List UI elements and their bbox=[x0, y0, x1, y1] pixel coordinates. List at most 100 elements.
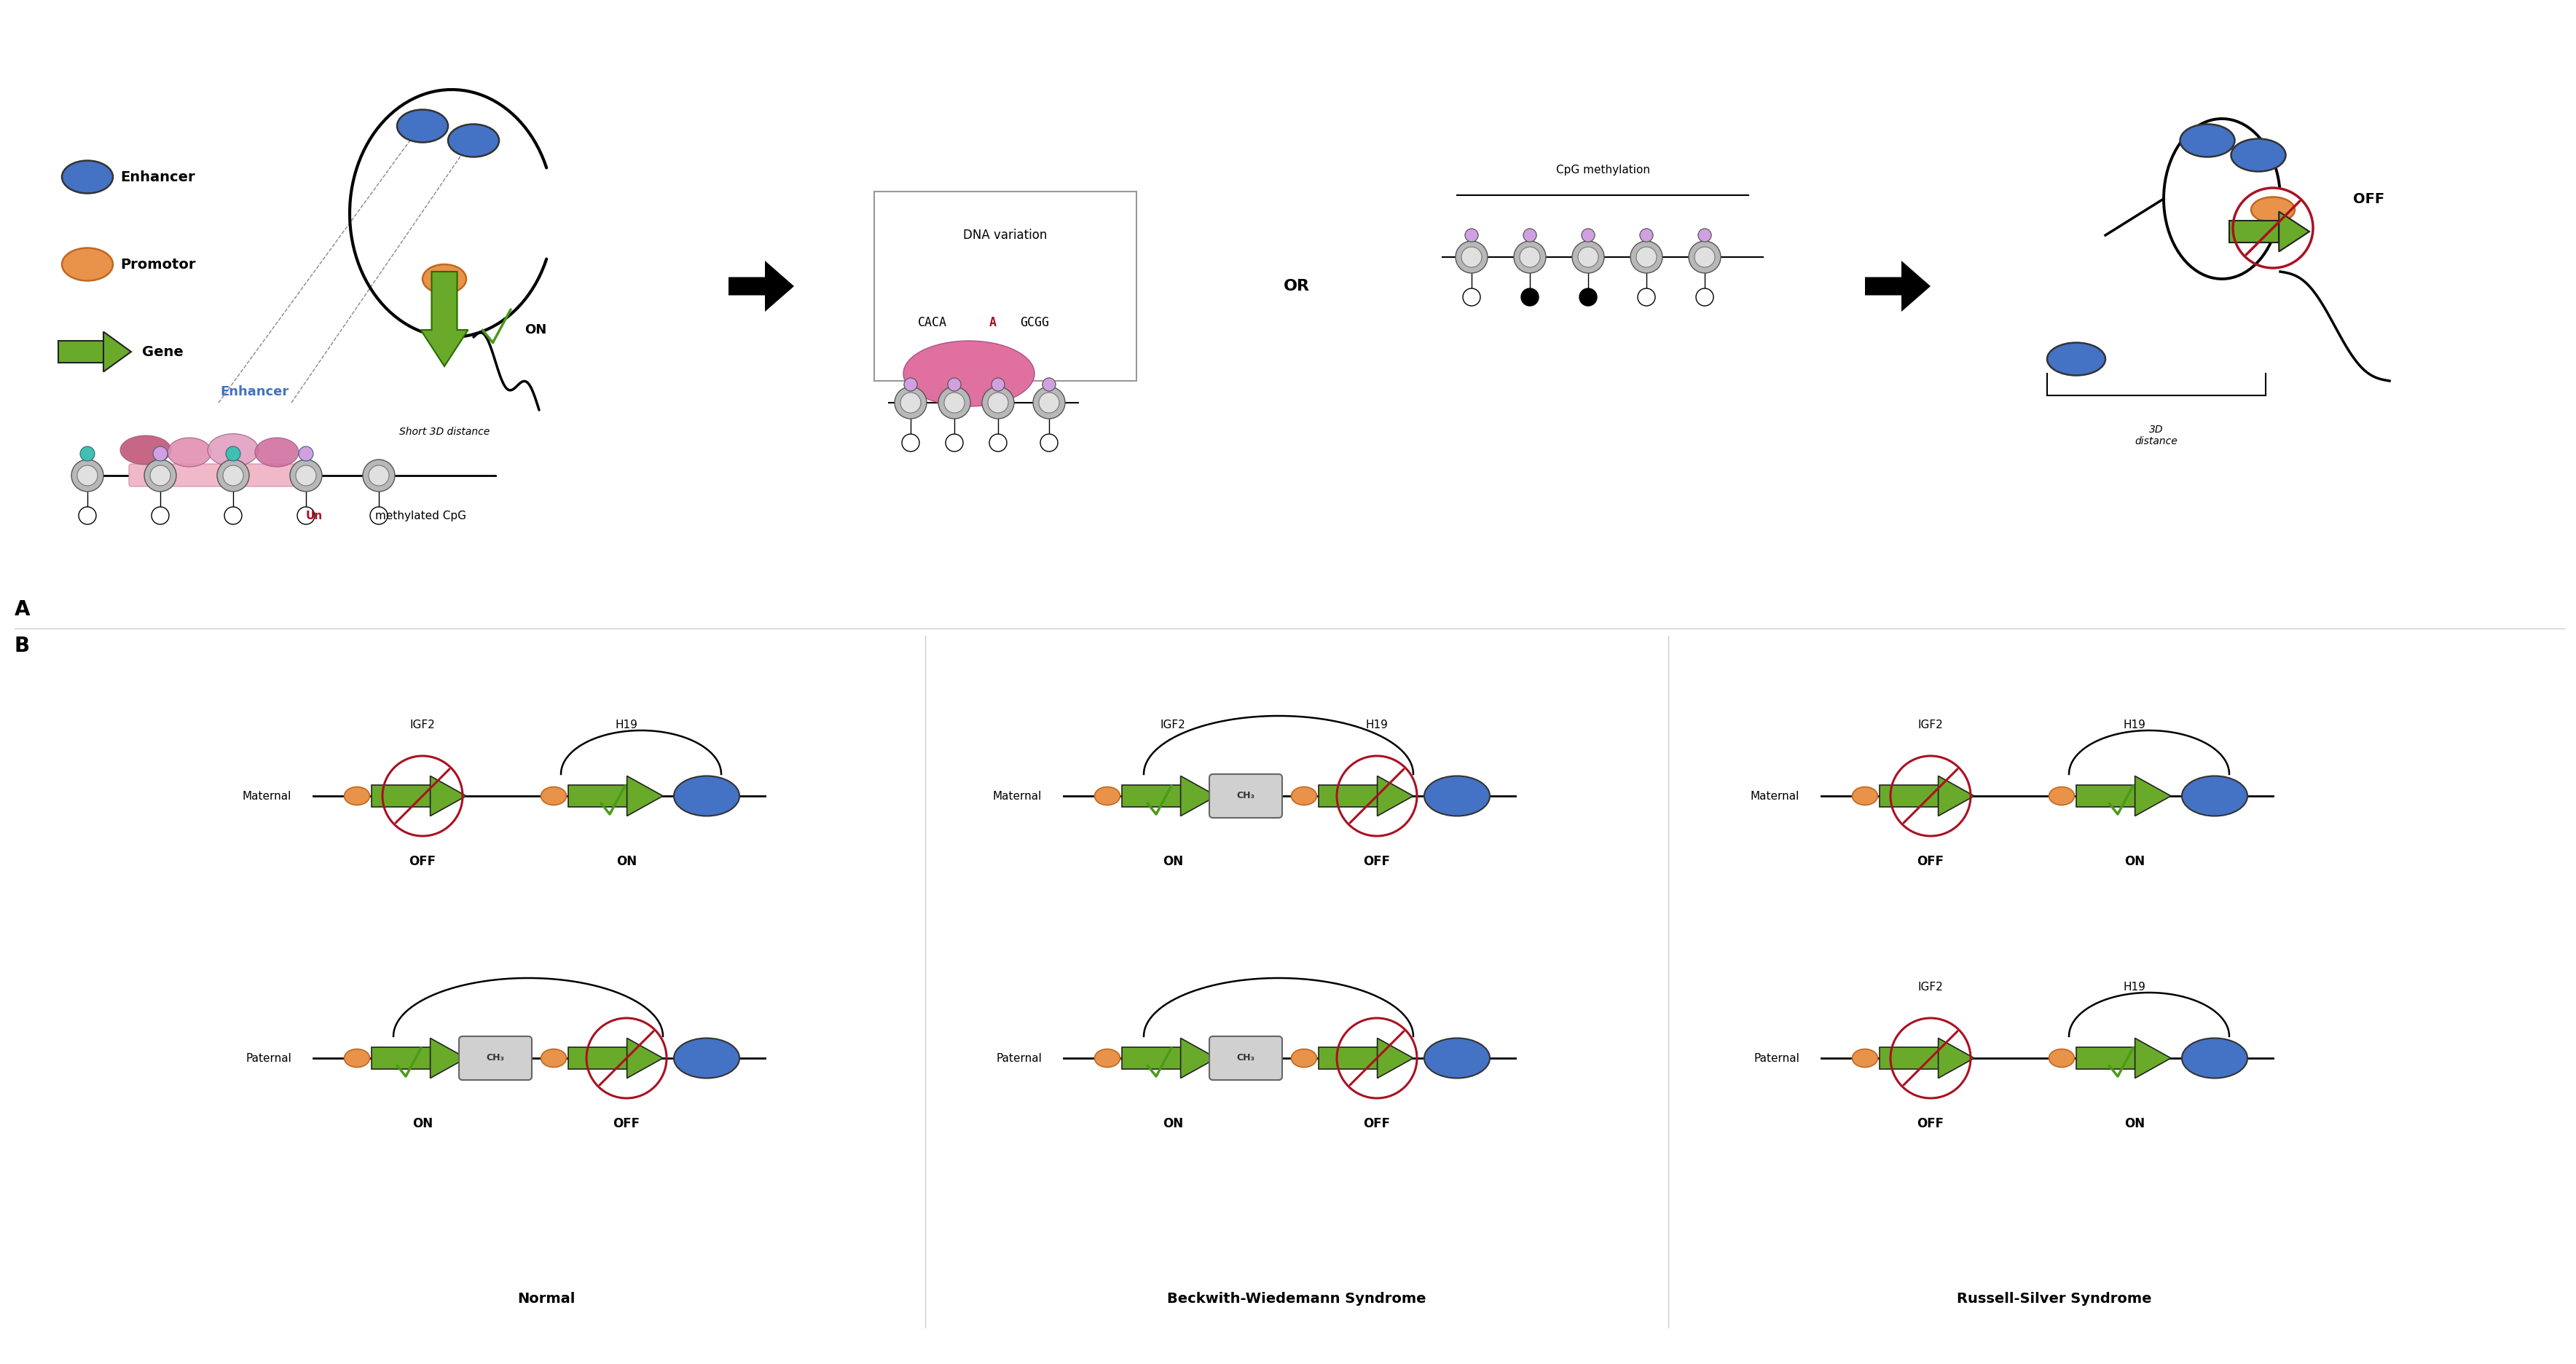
Circle shape bbox=[981, 387, 1015, 419]
Bar bbox=[2228, 221, 2277, 243]
Bar bbox=[2076, 1048, 2136, 1069]
Ellipse shape bbox=[541, 787, 567, 805]
Circle shape bbox=[80, 446, 95, 461]
Bar bbox=[569, 784, 626, 807]
Bar bbox=[1121, 1048, 1180, 1069]
Polygon shape bbox=[1937, 1038, 1973, 1078]
Circle shape bbox=[152, 507, 170, 524]
Ellipse shape bbox=[1852, 1049, 1878, 1067]
Circle shape bbox=[987, 393, 1007, 413]
Circle shape bbox=[948, 378, 961, 391]
Circle shape bbox=[1579, 288, 1597, 306]
Circle shape bbox=[1695, 288, 1713, 306]
Circle shape bbox=[1520, 247, 1540, 267]
Circle shape bbox=[72, 460, 103, 491]
Text: IGF2: IGF2 bbox=[1917, 719, 1942, 731]
Bar bbox=[1878, 1048, 1937, 1069]
Bar bbox=[1319, 784, 1378, 807]
FancyArrow shape bbox=[1865, 261, 1929, 312]
Circle shape bbox=[149, 465, 170, 486]
Circle shape bbox=[1038, 393, 1059, 413]
Circle shape bbox=[1463, 288, 1479, 306]
Circle shape bbox=[1520, 288, 1538, 306]
Text: Maternal: Maternal bbox=[242, 791, 291, 802]
Circle shape bbox=[80, 507, 95, 524]
Ellipse shape bbox=[1425, 1038, 1489, 1078]
Ellipse shape bbox=[397, 109, 448, 142]
Text: Paternal: Paternal bbox=[1754, 1053, 1798, 1064]
Ellipse shape bbox=[2231, 139, 2285, 172]
Circle shape bbox=[899, 393, 920, 413]
Circle shape bbox=[1522, 229, 1535, 241]
Ellipse shape bbox=[1095, 1049, 1121, 1067]
Text: OFF: OFF bbox=[1917, 1117, 1942, 1131]
Text: ON: ON bbox=[1162, 855, 1182, 868]
Circle shape bbox=[1638, 288, 1654, 306]
Circle shape bbox=[216, 460, 250, 491]
Text: Russell-Silver Syndrome: Russell-Silver Syndrome bbox=[1955, 1292, 2151, 1305]
Circle shape bbox=[894, 387, 927, 419]
Polygon shape bbox=[1180, 1038, 1216, 1078]
Ellipse shape bbox=[1291, 787, 1316, 805]
Circle shape bbox=[144, 460, 175, 491]
Circle shape bbox=[1033, 387, 1064, 419]
Circle shape bbox=[1577, 247, 1597, 267]
Polygon shape bbox=[2277, 211, 2308, 251]
Circle shape bbox=[1687, 241, 1721, 273]
Ellipse shape bbox=[675, 1038, 739, 1078]
Polygon shape bbox=[2136, 776, 2172, 816]
Circle shape bbox=[371, 507, 386, 524]
Text: IGF2: IGF2 bbox=[1159, 719, 1185, 731]
Circle shape bbox=[363, 460, 394, 491]
Circle shape bbox=[1695, 247, 1716, 267]
FancyArrow shape bbox=[729, 261, 793, 312]
Text: ON: ON bbox=[526, 323, 546, 337]
Circle shape bbox=[1698, 229, 1710, 241]
Text: OFF: OFF bbox=[410, 855, 435, 868]
Circle shape bbox=[224, 465, 242, 486]
Circle shape bbox=[227, 446, 240, 461]
Text: OR: OR bbox=[1283, 278, 1309, 293]
Text: Maternal: Maternal bbox=[1749, 791, 1798, 802]
Circle shape bbox=[296, 507, 314, 524]
Text: OFF: OFF bbox=[2352, 192, 2383, 206]
Text: Enhancer: Enhancer bbox=[222, 385, 289, 398]
Ellipse shape bbox=[1095, 787, 1121, 805]
Circle shape bbox=[1582, 229, 1595, 241]
Ellipse shape bbox=[2182, 1038, 2246, 1078]
Polygon shape bbox=[1378, 776, 1412, 816]
Text: A: A bbox=[989, 316, 997, 329]
Circle shape bbox=[989, 434, 1007, 451]
Text: Paternal: Paternal bbox=[997, 1053, 1041, 1064]
FancyArrow shape bbox=[420, 271, 469, 367]
Circle shape bbox=[1638, 229, 1654, 241]
Circle shape bbox=[1041, 434, 1059, 451]
Polygon shape bbox=[103, 331, 131, 372]
Ellipse shape bbox=[1425, 776, 1489, 816]
Bar bbox=[1319, 1048, 1378, 1069]
Circle shape bbox=[296, 465, 317, 486]
Circle shape bbox=[943, 393, 963, 413]
Circle shape bbox=[938, 387, 971, 419]
Polygon shape bbox=[1378, 1038, 1412, 1078]
Text: Normal: Normal bbox=[518, 1292, 574, 1305]
Text: H19: H19 bbox=[616, 719, 639, 731]
Ellipse shape bbox=[209, 434, 258, 466]
Ellipse shape bbox=[2048, 787, 2074, 805]
Polygon shape bbox=[1180, 776, 1216, 816]
Ellipse shape bbox=[167, 438, 211, 466]
Text: Un: Un bbox=[307, 510, 322, 521]
Text: Promotor: Promotor bbox=[121, 258, 196, 271]
Circle shape bbox=[1698, 229, 1710, 241]
Text: Gene: Gene bbox=[142, 345, 183, 359]
Text: ON: ON bbox=[1162, 1117, 1182, 1131]
Polygon shape bbox=[2136, 1038, 2172, 1078]
Bar bbox=[1121, 784, 1180, 807]
Polygon shape bbox=[430, 776, 466, 816]
Text: B: B bbox=[15, 636, 31, 656]
Bar bbox=[569, 1048, 626, 1069]
Text: ON: ON bbox=[2123, 1117, 2143, 1131]
Circle shape bbox=[948, 378, 961, 391]
Bar bbox=[59, 341, 103, 363]
Polygon shape bbox=[1937, 776, 1973, 816]
